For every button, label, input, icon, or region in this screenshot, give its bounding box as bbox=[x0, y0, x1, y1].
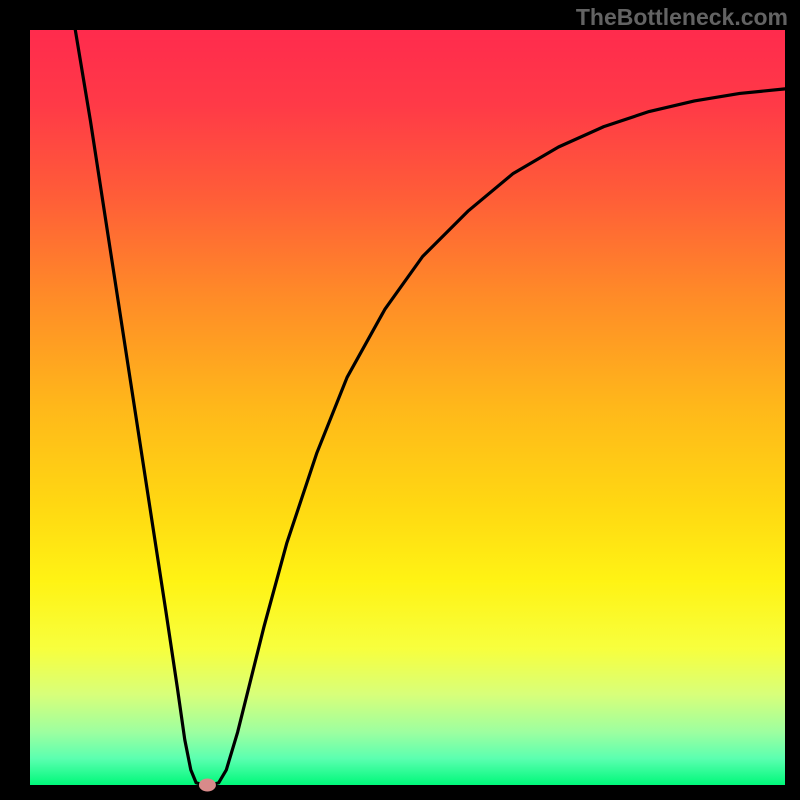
bottleneck-curve bbox=[75, 30, 785, 785]
chart-container: { "watermark": { "text": "TheBottleneck.… bbox=[0, 0, 800, 800]
minimum-marker bbox=[199, 779, 215, 791]
plot-area bbox=[30, 30, 785, 785]
curve-layer bbox=[30, 30, 785, 785]
watermark-text: TheBottleneck.com bbox=[576, 4, 788, 31]
